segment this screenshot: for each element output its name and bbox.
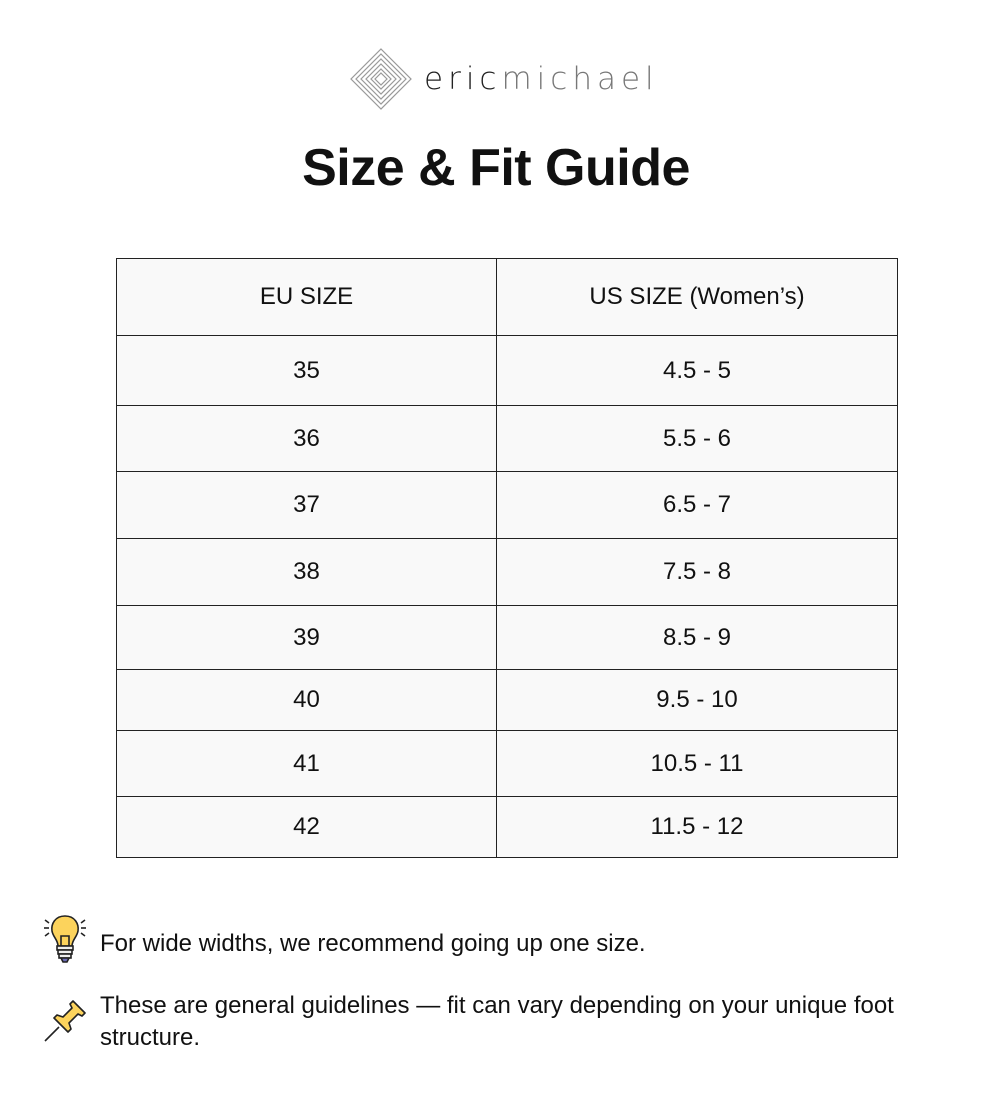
lightbulb-icon (44, 915, 86, 963)
header-eu-size: EU SIZE (116, 258, 497, 336)
us-size-cell: 6.5 - 7 (496, 471, 898, 539)
note-guidelines: These are general guidelines — fit can v… (100, 992, 894, 1051)
eu-size-cell: 36 (116, 405, 497, 472)
table-row: 38 7.5 - 8 (116, 538, 898, 606)
eu-size-cell: 41 (116, 730, 497, 797)
diamond-logo-icon (350, 48, 412, 110)
brand-name-part1: eric (424, 61, 502, 97)
size-table: EU SIZE US SIZE (Women’s) 35 4.5 - 5 36 5.… (116, 258, 898, 858)
table-row: 35 4.5 - 5 (116, 335, 898, 406)
table-row: 42 11.5 - 12 (116, 796, 898, 858)
pushpin-icon (44, 1000, 86, 1042)
brand-logo: ericmichael (350, 48, 659, 110)
eu-size-cell: 40 (116, 669, 497, 731)
us-size-cell: 11.5 - 12 (496, 796, 898, 858)
us-size-cell: 10.5 - 11 (496, 730, 898, 797)
eu-size-cell: 39 (116, 605, 497, 670)
us-size-cell: 8.5 - 9 (496, 605, 898, 670)
us-size-cell: 5.5 - 6 (496, 405, 898, 472)
eu-size-cell: 42 (116, 796, 497, 858)
brand-name-part2: michael (501, 61, 659, 97)
table-row: 36 5.5 - 6 (116, 405, 898, 472)
us-size-cell: 9.5 - 10 (496, 669, 898, 731)
us-size-cell: 4.5 - 5 (496, 335, 898, 406)
table-row: 40 9.5 - 10 (116, 669, 898, 731)
eu-size-cell: 38 (116, 538, 497, 606)
us-size-cell: 7.5 - 8 (496, 538, 898, 606)
page-title: Size & Fit Guide (302, 139, 690, 197)
table-row: 37 6.5 - 7 (116, 471, 898, 539)
header-us-size: US SIZE (Women’s) (496, 258, 898, 336)
eu-size-cell: 35 (116, 335, 497, 406)
table-header-row: EU SIZE US SIZE (Women’s) (116, 258, 898, 336)
table-row: 39 8.5 - 9 (116, 605, 898, 670)
note-wide-widths: For wide widths, we recommend going up o… (100, 930, 646, 957)
eu-size-cell: 37 (116, 471, 497, 539)
table-row: 41 10.5 - 11 (116, 730, 898, 797)
brand-name: ericmichael (424, 61, 659, 97)
